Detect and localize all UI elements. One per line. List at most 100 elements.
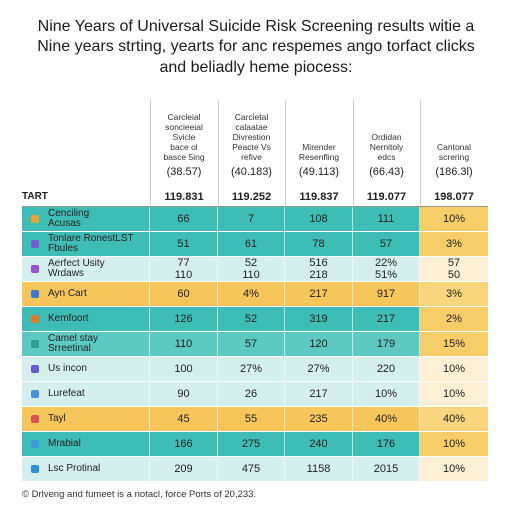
table-cell: 52 110 [218, 257, 285, 281]
table-cell: 57 [218, 332, 285, 356]
total-cell: 119.831 [164, 191, 204, 203]
table-cell: 209 [150, 457, 218, 481]
table-cell: 110 [150, 332, 218, 356]
table-cell: 319 [285, 307, 353, 331]
row-icon [31, 389, 39, 398]
row-label: Lurefeat [22, 382, 150, 406]
row-label: Ayn Cart [22, 282, 150, 306]
row-label: Lsc Protinal [22, 457, 150, 481]
table-cell: 166 [150, 432, 218, 456]
row-icon [31, 314, 39, 323]
row-label: Tayl [22, 407, 150, 431]
table-cell: 220 [353, 357, 420, 381]
row-icon [31, 464, 39, 473]
table-cell: 179 [353, 332, 420, 356]
column-header: Mirender Resenfling [298, 142, 340, 162]
table-cell: 235 [285, 407, 353, 431]
title-line: Nine Years of Universal Suicide Risk Scr… [37, 18, 475, 35]
table-cell: 40% [420, 407, 488, 431]
row-label: Mrabial [22, 432, 150, 456]
row-icon [31, 289, 39, 298]
column-header: Ordidan Nernitoly edcs [369, 132, 404, 162]
table-cell: 240 [285, 432, 353, 456]
column-subheader: (38.57) [166, 166, 202, 178]
total-cell: 119.077 [366, 191, 407, 203]
column-divider [218, 100, 219, 205]
table-cell: 27% [285, 357, 353, 381]
table-cell: 217 [353, 307, 420, 331]
title-line: Nine years strting, yearts for anc respe… [37, 38, 475, 55]
table-cell: 275 [218, 432, 285, 456]
row-icon [31, 439, 39, 448]
row-icon [31, 239, 39, 248]
table-cell: 77 110 [150, 257, 218, 281]
column-subheader: (186.3l) [435, 166, 473, 178]
table-cell: 52 [218, 307, 285, 331]
title-line: and beliadly heme piocess: [159, 59, 353, 76]
row-icon [31, 364, 39, 373]
total-cell: 119.252 [231, 191, 272, 203]
table-cell: 10% [420, 382, 488, 406]
table-cell: 78 [285, 232, 353, 256]
table-cell: 108 [285, 207, 353, 231]
column-subheader: (40.183) [231, 166, 272, 178]
row-label: Cenciling Acusas [22, 207, 150, 231]
column-header: Carcleial soncieeial Svicle bace ol basc… [163, 112, 205, 162]
rule [22, 206, 488, 207]
row-label: Tonlare RonestLST Fbules [22, 232, 150, 256]
table-cell: 61 [218, 232, 285, 256]
table-cell: 45 [150, 407, 218, 431]
table-cell: 1158 [285, 457, 353, 481]
row-label: Us incon [22, 357, 150, 381]
footnote: © Drlveng and fumeet is a notacl, force … [22, 489, 257, 500]
table-cell: 27% [218, 357, 285, 381]
column-divider [285, 100, 286, 205]
table-cell: 217 [285, 282, 353, 306]
table-cell: 7 [218, 207, 285, 231]
table-cell: 22% 51% [353, 257, 420, 281]
total-cell: 119.837 [299, 191, 339, 203]
table-cell: 51 [150, 232, 218, 256]
table-cell: 917 [353, 282, 420, 306]
table-cell: 26 [218, 382, 285, 406]
table-cell: 2015 [353, 457, 420, 481]
column-subheader: (66.43) [369, 166, 404, 178]
table-cell: 66 [150, 207, 218, 231]
table-cell: 10% [420, 432, 488, 456]
table-cell: 55 [218, 407, 285, 431]
table-cell: 57 [353, 232, 420, 256]
row-icon [31, 339, 39, 348]
table-cell: 2% [420, 307, 488, 331]
table-cell: 57 50 [420, 257, 488, 281]
table-cell: 90 [150, 382, 218, 406]
column-divider [420, 100, 421, 205]
row-label: Aerfect Usity Wrdaws [22, 257, 150, 281]
table-cell: 100 [150, 357, 218, 381]
table-cell: 60 [150, 282, 218, 306]
table-cell: 516 218 [285, 257, 353, 281]
table-cell: 10% [420, 457, 488, 481]
row-icon [31, 264, 39, 273]
column-header: Cantonal screring [436, 142, 472, 162]
column-divider [150, 100, 151, 205]
table-cell: 10% [353, 382, 420, 406]
table-cell: 3% [420, 282, 488, 306]
table-cell: 217 [285, 382, 353, 406]
total-cell: 198.077 [434, 191, 474, 203]
table-cell: 475 [218, 457, 285, 481]
row-icon [31, 414, 39, 423]
table-cell: 126 [150, 307, 218, 331]
column-divider [353, 100, 354, 205]
table-cell: 3% [420, 232, 488, 256]
table-cell: 4% [218, 282, 285, 306]
column-header: Carcietal calaatae Divrestion Peacte Vs … [232, 112, 271, 162]
row-icon [31, 214, 39, 223]
row-label: Kemfoort [22, 307, 150, 331]
table-cell: 40% [353, 407, 420, 431]
table-cell: 15% [420, 332, 488, 356]
column-subheader: (49.113) [298, 166, 340, 178]
table-cell: 120 [285, 332, 353, 356]
table-cell: 111 [353, 207, 420, 231]
total-cell: TART [22, 191, 48, 202]
